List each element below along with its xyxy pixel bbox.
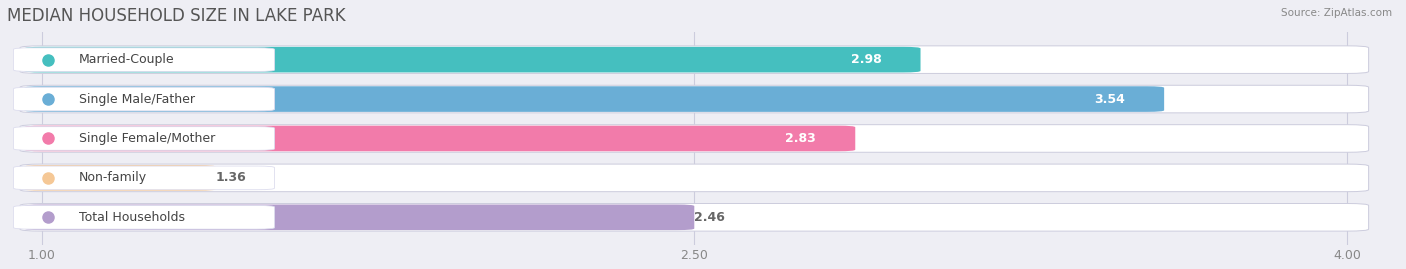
FancyBboxPatch shape xyxy=(24,86,1164,112)
Text: 1.36: 1.36 xyxy=(215,171,246,184)
FancyBboxPatch shape xyxy=(20,204,1368,231)
FancyBboxPatch shape xyxy=(14,206,274,229)
FancyBboxPatch shape xyxy=(20,125,1368,152)
Text: Source: ZipAtlas.com: Source: ZipAtlas.com xyxy=(1281,8,1392,18)
Text: Married-Couple: Married-Couple xyxy=(79,53,174,66)
Text: 2.83: 2.83 xyxy=(786,132,815,145)
FancyBboxPatch shape xyxy=(24,126,855,151)
Text: MEDIAN HOUSEHOLD SIZE IN LAKE PARK: MEDIAN HOUSEHOLD SIZE IN LAKE PARK xyxy=(7,7,346,25)
FancyBboxPatch shape xyxy=(24,47,921,72)
FancyBboxPatch shape xyxy=(14,87,274,111)
FancyBboxPatch shape xyxy=(20,85,1368,113)
FancyBboxPatch shape xyxy=(20,164,1368,192)
FancyBboxPatch shape xyxy=(14,166,274,190)
FancyBboxPatch shape xyxy=(14,127,274,150)
Text: Total Households: Total Households xyxy=(79,211,184,224)
FancyBboxPatch shape xyxy=(20,46,1368,73)
Text: 2.46: 2.46 xyxy=(695,211,725,224)
Text: Single Male/Father: Single Male/Father xyxy=(79,93,194,105)
FancyBboxPatch shape xyxy=(24,204,695,230)
FancyBboxPatch shape xyxy=(24,165,215,191)
Text: Single Female/Mother: Single Female/Mother xyxy=(79,132,215,145)
FancyBboxPatch shape xyxy=(14,48,274,72)
Text: 3.54: 3.54 xyxy=(1094,93,1125,105)
Text: 2.98: 2.98 xyxy=(851,53,882,66)
Text: Non-family: Non-family xyxy=(79,171,146,184)
